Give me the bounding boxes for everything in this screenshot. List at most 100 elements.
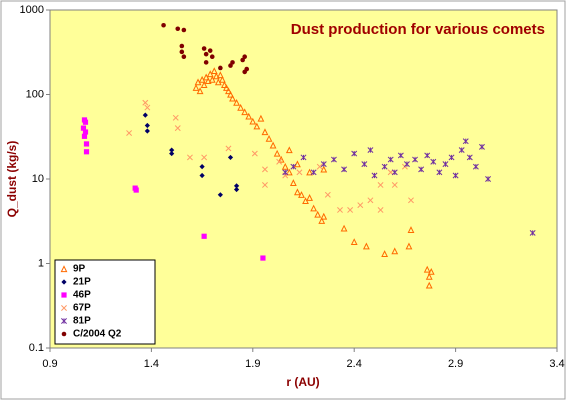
point: [262, 166, 268, 173]
point: [242, 54, 247, 60]
x-tick-label: 2.4: [347, 358, 362, 370]
legend-marker: [60, 265, 68, 273]
point: [175, 26, 181, 32]
point: [218, 75, 226, 83]
point: [407, 226, 415, 233]
point: [179, 49, 185, 55]
point: [436, 169, 443, 176]
point: [320, 212, 328, 220]
series: [142, 112, 240, 198]
point: [142, 112, 148, 118]
y-tick-label: 100: [26, 88, 44, 100]
point: [408, 197, 414, 204]
point: [83, 149, 90, 155]
point: [306, 168, 313, 176]
point: [296, 169, 303, 176]
point: [253, 122, 261, 130]
point: [201, 233, 207, 239]
point: [425, 272, 433, 280]
legend: [54, 259, 156, 345]
point: [485, 176, 492, 182]
point: [472, 163, 479, 170]
point: [273, 149, 281, 157]
series: [80, 117, 266, 261]
legend-label: C/2004 Q2: [73, 329, 122, 340]
point: [233, 183, 240, 189]
point: [281, 162, 289, 170]
point: [412, 156, 418, 163]
point: [290, 163, 297, 170]
point: [340, 224, 348, 232]
point: [220, 81, 228, 88]
y-tick-label: 1: [38, 257, 44, 269]
point: [318, 217, 326, 224]
point: [442, 161, 449, 168]
point: [316, 163, 323, 170]
point: [200, 81, 208, 88]
point: [405, 242, 413, 250]
point: [367, 197, 374, 204]
point: [201, 154, 208, 161]
point: [233, 98, 240, 106]
point: [330, 156, 337, 163]
point: [251, 150, 258, 157]
point: [229, 94, 236, 102]
point: [391, 247, 399, 255]
point: [320, 165, 328, 173]
point: [241, 108, 249, 116]
point: [230, 60, 235, 65]
point: [192, 84, 200, 91]
point: [225, 145, 232, 152]
point: [466, 154, 473, 161]
point: [261, 128, 269, 136]
point: [204, 77, 212, 84]
point: [144, 122, 150, 129]
point: [199, 164, 205, 170]
point: [381, 250, 389, 257]
point: [83, 141, 90, 147]
point: [377, 182, 384, 188]
point: [458, 147, 465, 154]
point: [357, 202, 364, 209]
point: [179, 43, 185, 49]
chart-title: Dust production for various comets: [291, 21, 545, 38]
point: [265, 134, 273, 142]
point: [391, 169, 398, 176]
point: [210, 67, 218, 75]
point: [203, 60, 209, 65]
point: [350, 238, 358, 246]
point: [227, 154, 234, 161]
point: [377, 207, 384, 213]
point: [285, 168, 293, 176]
point: [233, 186, 240, 193]
point: [144, 128, 150, 134]
point: [186, 154, 193, 161]
point: [216, 71, 224, 79]
point: [425, 281, 433, 289]
legend-label: 21P: [73, 277, 91, 288]
point: [174, 125, 181, 132]
point: [452, 172, 459, 179]
point: [202, 73, 210, 81]
legend-label: 67P: [73, 303, 91, 314]
point: [82, 129, 89, 135]
legend-marker: [61, 305, 67, 311]
point: [196, 87, 204, 95]
point: [302, 197, 309, 205]
point: [201, 46, 207, 51]
legend-marker: [61, 292, 67, 298]
legend-marker: [61, 318, 67, 324]
point: [209, 54, 215, 60]
point: [310, 204, 318, 212]
point: [181, 27, 187, 33]
y-axis-title: Q_dust (kg/s): [5, 141, 19, 218]
point: [240, 57, 245, 63]
point: [310, 169, 317, 176]
legend-label: 9P: [73, 264, 86, 275]
point: [341, 166, 348, 173]
point: [347, 207, 354, 213]
point: [169, 150, 175, 157]
point: [161, 22, 166, 28]
series: [282, 138, 536, 236]
